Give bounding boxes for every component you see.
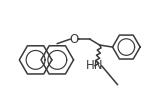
Text: O: O: [69, 33, 79, 46]
Text: HN: HN: [86, 59, 104, 72]
